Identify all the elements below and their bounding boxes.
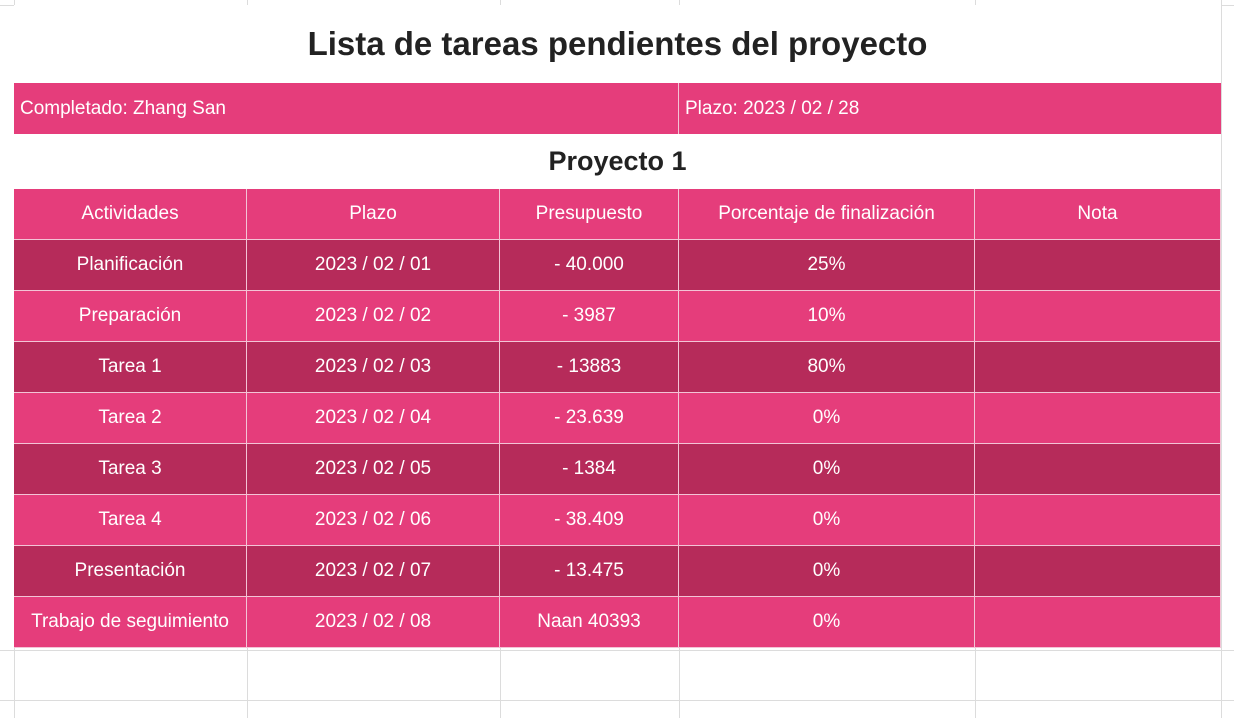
grid-line <box>0 650 1234 651</box>
cell-activity[interactable]: Tarea 3 <box>14 444 247 495</box>
cell-budget[interactable]: - 38.409 <box>500 495 679 546</box>
cell-budget[interactable]: - 13883 <box>500 342 679 393</box>
cell-activity[interactable]: Tarea 1 <box>14 342 247 393</box>
header-budget[interactable]: Presupuesto <box>500 189 679 240</box>
grid-line <box>1221 0 1222 718</box>
cell-completion[interactable]: 0% <box>679 495 975 546</box>
cell-activity[interactable]: Tarea 2 <box>14 393 247 444</box>
cell-completion[interactable]: 10% <box>679 291 975 342</box>
cell-activity[interactable]: Trabajo de seguimiento <box>14 597 247 648</box>
cell-deadline[interactable]: 2023 / 02 / 02 <box>247 291 500 342</box>
cell-note[interactable] <box>975 546 1221 597</box>
grid-line <box>0 700 1234 701</box>
cell-note[interactable] <box>975 495 1221 546</box>
header-activity[interactable]: Actividades <box>14 189 247 240</box>
cell-completion[interactable]: 25% <box>679 240 975 291</box>
project-name[interactable]: Proyecto 1 <box>14 134 1221 189</box>
cell-deadline[interactable]: 2023 / 02 / 05 <box>247 444 500 495</box>
cell-deadline[interactable]: 2023 / 02 / 07 <box>247 546 500 597</box>
cell-note[interactable] <box>975 342 1221 393</box>
cell-budget[interactable]: - 13.475 <box>500 546 679 597</box>
cell-budget[interactable]: - 1384 <box>500 444 679 495</box>
deadline-cell[interactable]: Plazo: 2023 / 02 / 28 <box>679 83 1221 134</box>
cell-completion[interactable]: 0% <box>679 444 975 495</box>
cell-budget[interactable]: - 40.000 <box>500 240 679 291</box>
header-note[interactable]: Nota <box>975 189 1221 240</box>
cell-activity[interactable]: Preparación <box>14 291 247 342</box>
cell-deadline[interactable]: 2023 / 02 / 08 <box>247 597 500 648</box>
sheet-title[interactable]: Lista de tareas pendientes del proyecto <box>14 5 1221 83</box>
cell-completion[interactable]: 0% <box>679 393 975 444</box>
cell-activity[interactable]: Tarea 4 <box>14 495 247 546</box>
cell-budget[interactable]: - 3987 <box>500 291 679 342</box>
header-deadline[interactable]: Plazo <box>247 189 500 240</box>
cell-note[interactable] <box>975 393 1221 444</box>
cell-deadline[interactable]: 2023 / 02 / 04 <box>247 393 500 444</box>
cell-completion[interactable]: 0% <box>679 546 975 597</box>
cell-note[interactable] <box>975 444 1221 495</box>
cell-note[interactable] <box>975 240 1221 291</box>
cell-completion[interactable]: 0% <box>679 597 975 648</box>
cell-deadline[interactable]: 2023 / 02 / 06 <box>247 495 500 546</box>
cell-completion[interactable]: 80% <box>679 342 975 393</box>
cell-deadline[interactable]: 2023 / 02 / 01 <box>247 240 500 291</box>
cell-activity[interactable]: Planificación <box>14 240 247 291</box>
cell-note[interactable] <box>975 597 1221 648</box>
cell-activity[interactable]: Presentación <box>14 546 247 597</box>
header-completion[interactable]: Porcentaje de finalización <box>679 189 975 240</box>
cell-budget[interactable]: - 23.639 <box>500 393 679 444</box>
completed-by-cell[interactable]: Completado: Zhang San <box>14 83 679 134</box>
cell-note[interactable] <box>975 291 1221 342</box>
cell-budget[interactable]: Naan 40393 <box>500 597 679 648</box>
cell-deadline[interactable]: 2023 / 02 / 03 <box>247 342 500 393</box>
